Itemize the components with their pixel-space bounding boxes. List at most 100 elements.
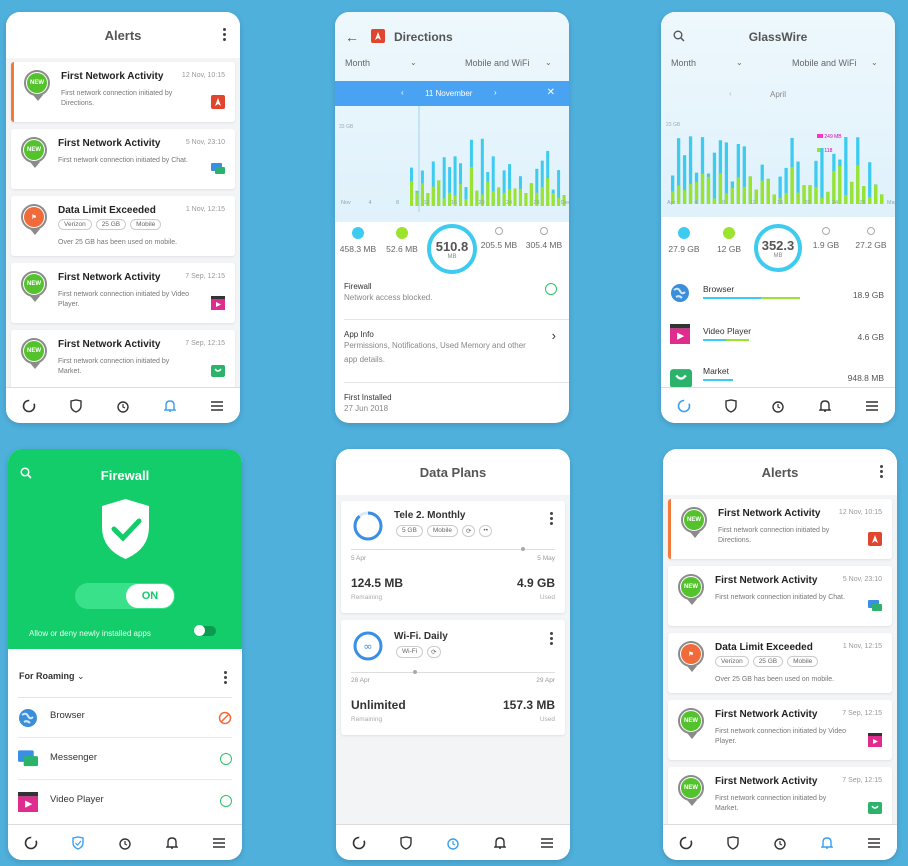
bell-icon[interactable] (818, 834, 836, 852)
app-info-row[interactable]: App Info Permissions, Notifications, Use… (344, 328, 556, 364)
alert-card[interactable]: NEW First Network Activity 7 Sep, 12:15 … (668, 767, 892, 827)
alarm-icon[interactable] (444, 834, 462, 852)
stat-upload: 52.6 MB (382, 227, 422, 254)
graph-icon[interactable] (675, 397, 693, 415)
alert-time: 7 Sep, 12:15 (185, 340, 225, 347)
new-apps-switch[interactable] (194, 625, 216, 636)
total-ring: 352.3 MB (754, 224, 802, 272)
period-select[interactable]: Month (345, 58, 371, 68)
plans-header: Data Plans (336, 449, 570, 495)
selected-month: April (769, 90, 786, 99)
bar-download (557, 170, 561, 206)
plans-title: Data Plans (419, 464, 487, 480)
allowed-icon[interactable] (220, 753, 232, 765)
alert-card[interactable]: NEW First Network Activity 7 Sep, 12:15 … (11, 330, 235, 390)
alarm-icon[interactable] (771, 834, 789, 852)
bar-upload (784, 192, 788, 204)
app-row-video-player[interactable]: Video Player 4.6 GB (670, 323, 886, 353)
bell-icon[interactable] (161, 397, 179, 415)
alert-desc: First network connection initiated by Ch… (58, 157, 188, 164)
bell-icon[interactable] (491, 834, 509, 852)
app-row-messenger[interactable]: Messenger (18, 740, 232, 780)
period-select[interactable]: Month (671, 58, 697, 68)
alert-card[interactable]: ⚑ Data Limit Exceeded 1 Nov, 12:15 Veriz… (668, 633, 892, 693)
alert-card[interactable]: NEW First Network Activity 7 Sep, 12:15 … (668, 700, 892, 760)
bell-icon[interactable] (816, 397, 834, 415)
status-circle-icon[interactable] (545, 283, 557, 295)
more-icon[interactable] (550, 512, 553, 525)
new-badge-icon: NEW (21, 137, 49, 169)
menu-icon[interactable] (538, 834, 556, 852)
graph-icon[interactable] (20, 397, 38, 415)
alarm-icon[interactable] (114, 397, 132, 415)
roaming-filter[interactable]: For Roaming ⌄ (19, 671, 85, 681)
chevron-down-icon: ⌄ (871, 58, 878, 67)
menu-icon[interactable] (208, 397, 226, 415)
firewall-row[interactable]: Firewall Network access blocked. (344, 282, 560, 305)
app-row-video-player[interactable]: Video Player (18, 782, 232, 822)
network-select[interactable]: Mobile and WiFi (792, 58, 857, 68)
bar-upload (535, 192, 539, 206)
shield-icon[interactable] (397, 834, 415, 852)
bar-download (742, 146, 746, 204)
more-icon[interactable] (223, 28, 226, 41)
network-select[interactable]: Mobile and WiFi (465, 58, 530, 68)
bar-upload (518, 188, 522, 206)
allowed-icon[interactable] (220, 795, 232, 807)
blocked-icon[interactable] (218, 711, 232, 725)
glasswire-screen: GlassWire Month ⌄ Mobile and WiFi ⌄ ‹ Ap… (661, 12, 895, 423)
bar-download (736, 143, 740, 204)
plan-card[interactable]: Tele 2. Monthly 5 GB Mobile ⟳ •• 5 Apr 5… (341, 501, 565, 613)
alert-card[interactable]: NEW First Network Activity 7 Sep, 12:15 … (11, 263, 235, 323)
bell-icon[interactable] (163, 834, 181, 852)
alert-card[interactable]: NEW First Network Activity 5 Nov, 23:10 … (11, 129, 235, 189)
plan-card[interactable]: ∞ Wi-Fi. Daily Wi-Fi ⟳ 28 Apr 29 Apr Unl… (341, 620, 565, 735)
alert-card[interactable]: NEW First Network Activity 5 Nov, 23:10 … (668, 566, 892, 626)
search-icon[interactable] (673, 29, 685, 47)
bar-upload (796, 192, 800, 204)
search-icon[interactable] (20, 466, 32, 484)
graph-icon[interactable] (677, 834, 695, 852)
bar-upload (772, 194, 776, 204)
close-icon[interactable]: ✕ (546, 87, 555, 98)
bar-download (868, 162, 872, 204)
alert-time: 1 Nov, 12:15 (185, 206, 225, 213)
alarm-icon[interactable] (769, 397, 787, 415)
shield-icon[interactable] (69, 834, 87, 852)
shield-icon[interactable] (724, 834, 742, 852)
app-row-market[interactable]: Market 948.8 MB (670, 363, 886, 388)
shield-icon[interactable] (67, 397, 85, 415)
bar-upload (808, 185, 812, 204)
alarm-icon[interactable] (116, 834, 134, 852)
alerts-header: Alerts (663, 449, 897, 495)
x-tick-label: 16 (777, 200, 784, 206)
firewall-toggle[interactable]: ON (75, 583, 175, 609)
shield-icon[interactable] (722, 397, 740, 415)
svg-text:∞: ∞ (363, 640, 372, 653)
bar-download (814, 160, 818, 204)
graph-icon[interactable] (350, 834, 368, 852)
graph-icon[interactable] (22, 834, 40, 852)
more-icon[interactable] (224, 671, 227, 684)
bar-upload (464, 199, 468, 206)
prev-icon[interactable]: ‹ (729, 89, 732, 98)
x-tick-label: Nov (341, 200, 351, 206)
back-arrow-icon[interactable]: ← (345, 29, 359, 45)
prev-icon[interactable]: ‹ (401, 88, 404, 97)
menu-icon[interactable] (863, 397, 881, 415)
alert-card[interactable]: ⚑ Data Limit Exceeded 1 Nov, 12:15 Veriz… (11, 196, 235, 256)
new-badge-icon: NEW (24, 70, 52, 102)
menu-icon[interactable] (865, 834, 883, 852)
next-icon[interactable]: › (494, 88, 497, 97)
alert-card[interactable]: NEW First Network Activity 12 Nov, 10:15… (11, 62, 235, 122)
alert-card[interactable]: NEW First Network Activity 12 Nov, 10:15… (668, 499, 892, 559)
menu-icon[interactable] (210, 834, 228, 852)
app-row-browser[interactable]: Browser (18, 698, 232, 738)
app-row-browser[interactable]: Browser 18.9 GB (670, 281, 886, 311)
bar-upload (459, 183, 463, 206)
more-icon[interactable] (550, 632, 553, 645)
more-icon[interactable] (880, 465, 883, 478)
x-tick-label: Apr (667, 200, 676, 206)
bar-upload (730, 187, 735, 204)
directions-app-icon (868, 532, 882, 546)
